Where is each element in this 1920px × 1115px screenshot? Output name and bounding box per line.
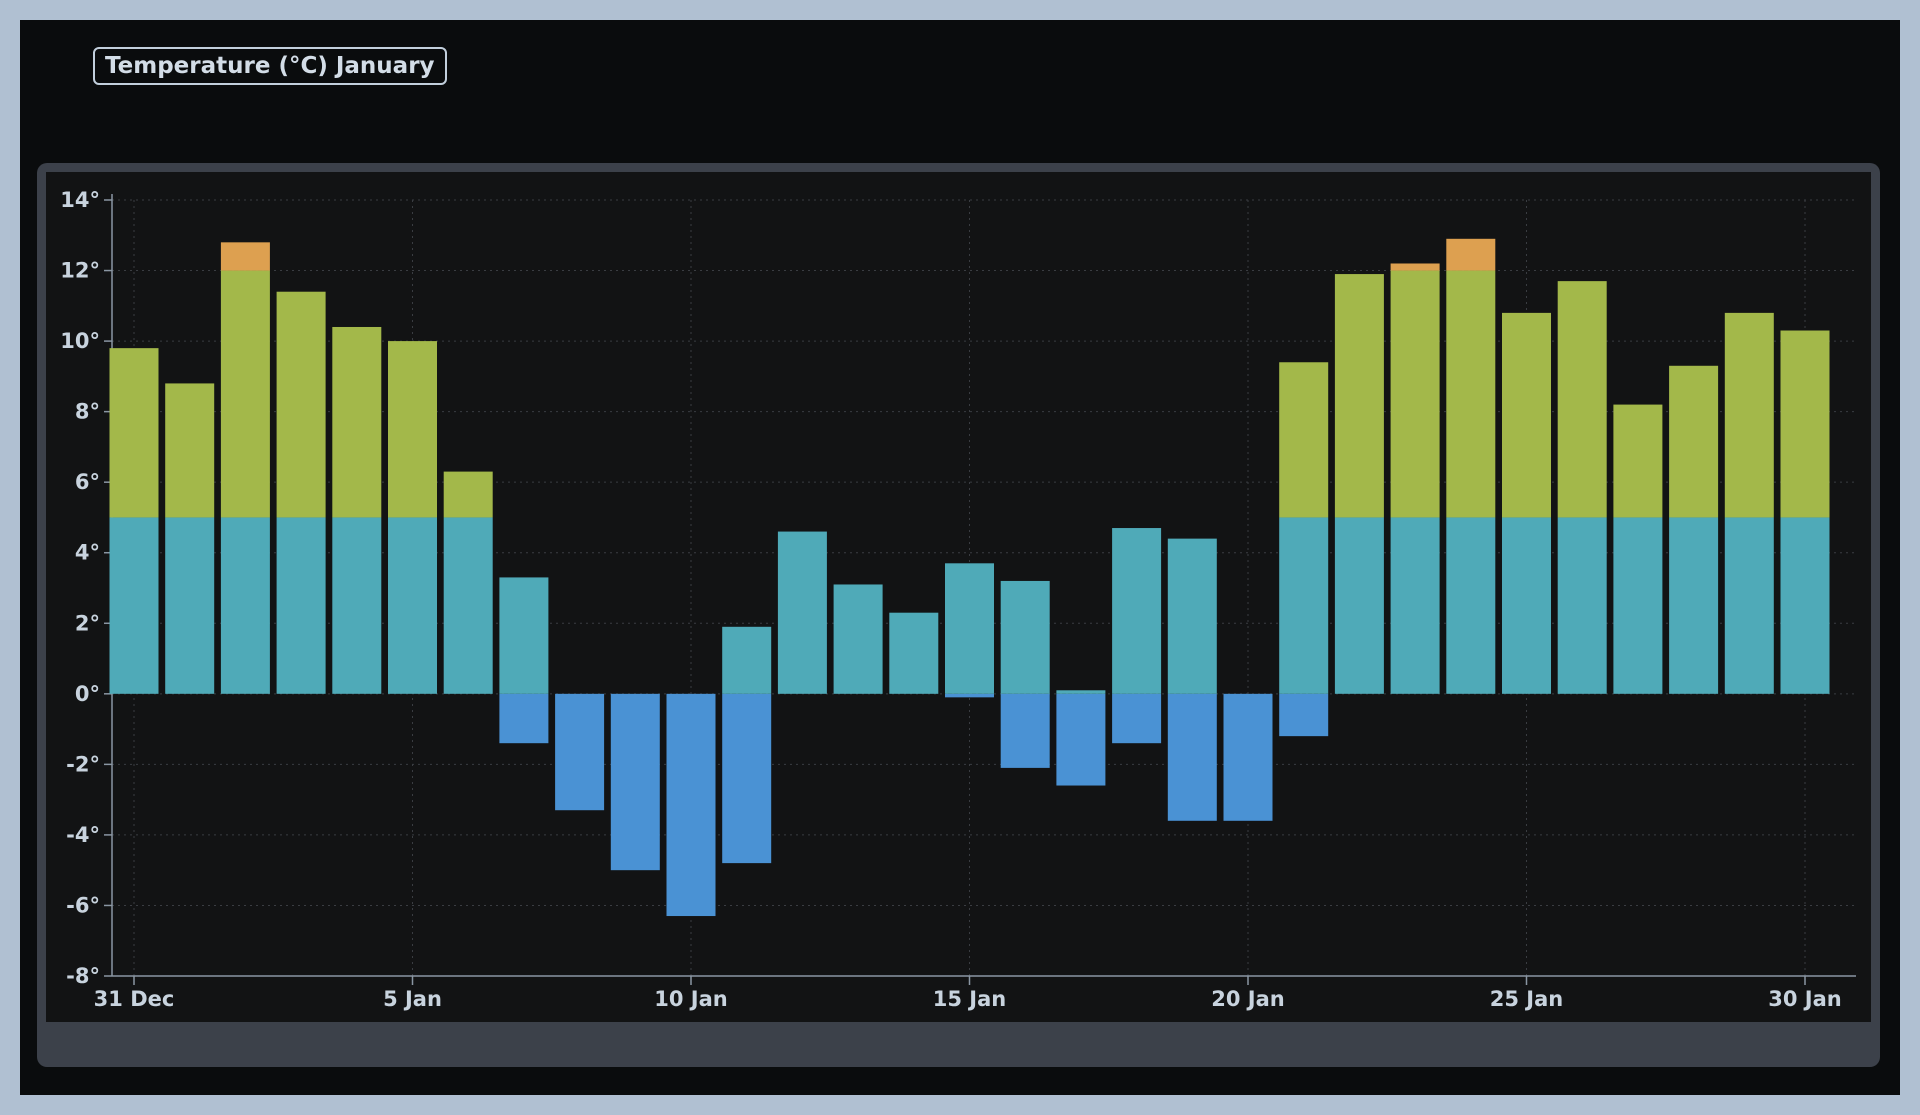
bar-17-jan: [1056, 693, 1106, 786]
bar-23-jan: [1390, 263, 1440, 271]
bar-5-jan: [388, 341, 437, 518]
bar-21-jan: [1279, 362, 1329, 518]
bar-26-jan: [1557, 517, 1607, 694]
bar-29-jan: [1724, 517, 1774, 694]
bar-15-jan: [945, 693, 994, 698]
x-tick-label: 5 Jan: [383, 987, 442, 1011]
bar-21-jan: [1279, 517, 1329, 694]
bar-15-jan: [945, 563, 994, 694]
bar-19-jan: [1167, 693, 1217, 821]
bar-20-jan: [1223, 693, 1273, 821]
bar-6-jan: [443, 471, 493, 518]
bar-5-jan: [388, 517, 437, 694]
y-tick-label: 10°: [60, 329, 100, 353]
chart-window: Temperature (°C) January 14° 12° 10° 8° 6° 4°…: [20, 20, 1900, 1095]
y-tick-label: 0°: [75, 682, 100, 706]
bar-24-jan: [1446, 517, 1496, 694]
temperature-bar-chart: 14° 12° 10° 8° 6° 4° 2° 0° -2° -4° -6° -8°31 Dec 5 J…: [60, 188, 1856, 1011]
bar-3-jan: [276, 291, 326, 518]
bar-6-jan: [443, 517, 493, 694]
x-tick-label: 15 Jan: [933, 987, 1006, 1011]
y-tick-label: 6°: [75, 470, 100, 494]
bar-19-jan: [1167, 538, 1217, 694]
x-tick-label: 20 Jan: [1211, 987, 1284, 1011]
bar-18-jan: [1112, 693, 1162, 744]
bar-23-jan: [1390, 517, 1440, 694]
bar-26-jan: [1557, 281, 1607, 518]
bar-28-jan: [1669, 365, 1719, 518]
bar-14-jan: [889, 612, 939, 694]
y-tick-label: 14°: [60, 188, 100, 212]
bar-12-jan: [777, 531, 827, 694]
bar-25-jan: [1502, 517, 1551, 694]
bar-7-jan: [499, 693, 549, 744]
bar-23-jan: [1390, 270, 1440, 518]
bar-25-jan: [1502, 312, 1551, 518]
bar-17-jan: [1056, 690, 1106, 694]
bar-10-jan: [666, 693, 716, 917]
bar-11-jan: [722, 693, 772, 864]
bar-27-jan: [1613, 404, 1663, 518]
bar-22-jan: [1334, 517, 1384, 694]
bar-2-jan: [220, 517, 270, 694]
bar-22-jan: [1334, 274, 1384, 518]
y-tick-label: -6°: [66, 893, 100, 917]
bar-4-jan: [332, 517, 382, 694]
bar-16-jan: [1000, 580, 1050, 694]
bar-27-jan: [1613, 517, 1663, 694]
chart-frame: 14° 12° 10° 8° 6° 4° 2° 0° -2° -4° -6° -8° 31 Dec 5 J…: [37, 163, 1880, 1067]
bar-30-jan: [1780, 330, 1830, 518]
x-tick-label: 10 Jan: [654, 987, 727, 1011]
bar-1-jan: [165, 517, 215, 694]
bar-11-jan: [722, 626, 772, 694]
bar-7-jan: [499, 577, 549, 694]
bar-30-jan: [1780, 517, 1830, 694]
y-tick-label: -2°: [66, 752, 100, 776]
bar-13-jan: [833, 584, 883, 694]
x-tick-label: 25 Jan: [1490, 987, 1563, 1011]
bar-2-jan: [220, 270, 270, 518]
bar-29-jan: [1724, 312, 1774, 518]
bar-21-jan: [1279, 693, 1329, 737]
bar-1-jan: [165, 383, 215, 518]
y-tick-label: 4°: [75, 541, 100, 565]
bar-8-jan: [555, 693, 605, 811]
bar-31-dec: [109, 517, 159, 694]
y-tick-label: -4°: [66, 823, 100, 847]
bar-18-jan: [1112, 528, 1162, 694]
y-tick-label: 12°: [60, 259, 100, 283]
bar-16-jan: [1000, 693, 1050, 768]
bar-31-dec: [109, 348, 159, 518]
bar-9-jan: [610, 693, 660, 871]
y-tick-label: -8°: [66, 964, 100, 988]
y-tick-label: 2°: [75, 611, 100, 635]
chart-title: Temperature (°C) January: [93, 47, 447, 85]
bar-24-jan: [1446, 270, 1496, 518]
x-tick-label: 31 Dec: [94, 987, 175, 1011]
bar-4-jan: [332, 326, 382, 518]
bar-3-jan: [276, 517, 326, 694]
chart-panel: 14° 12° 10° 8° 6° 4° 2° 0° -2° -4° -6° -8° 31 Dec 5 J…: [46, 172, 1871, 1022]
x-tick-label: 30 Jan: [1768, 987, 1841, 1011]
bar-28-jan: [1669, 517, 1719, 694]
bar-24-jan: [1446, 238, 1496, 271]
y-tick-label: 8°: [75, 400, 100, 424]
bar-2-jan: [220, 242, 270, 271]
